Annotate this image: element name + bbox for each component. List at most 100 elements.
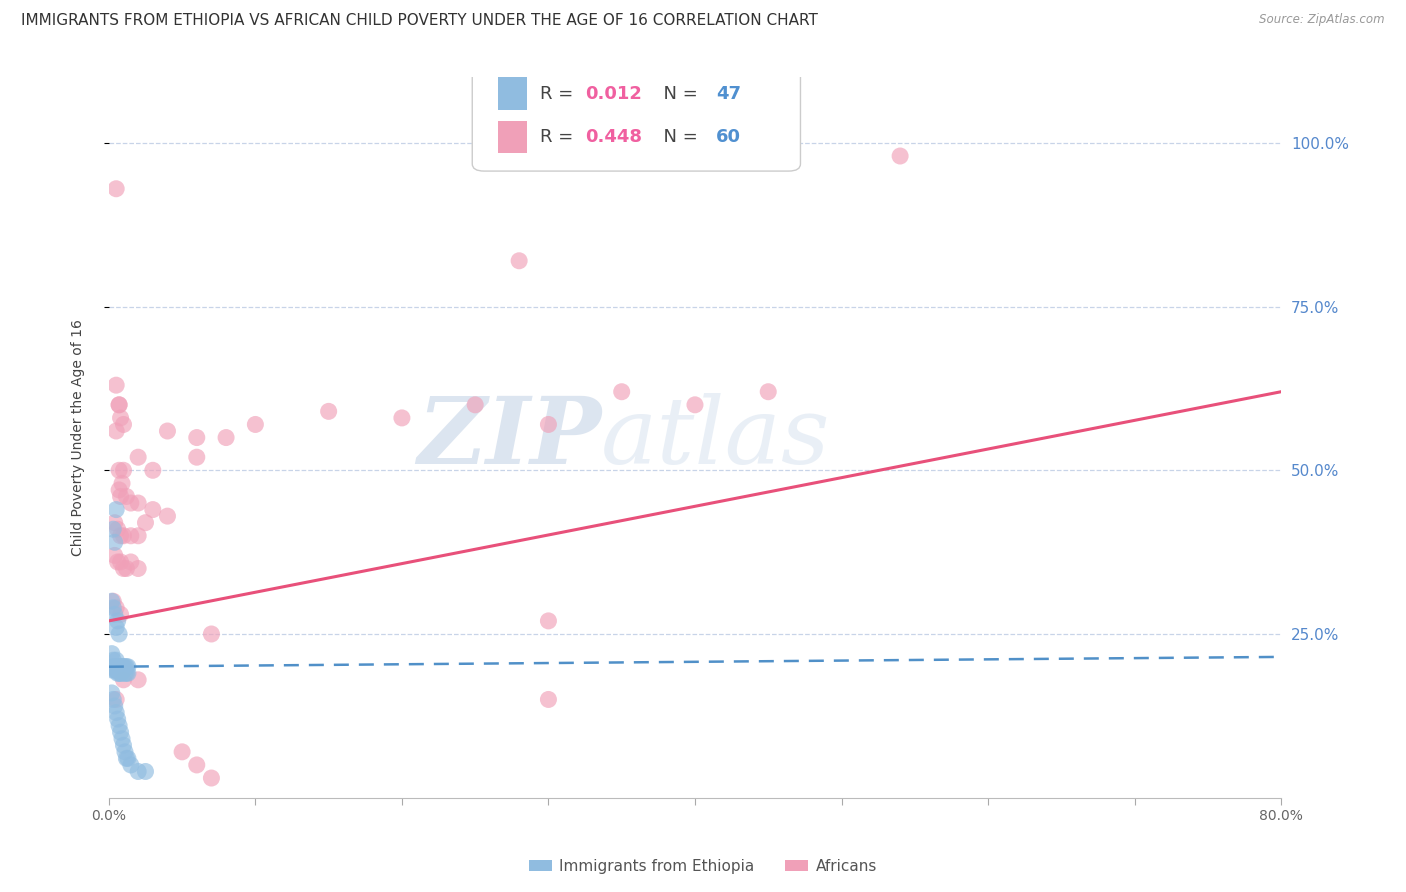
Point: [101, 663, 124, 677]
Point: [101, 686, 124, 700]
Point: [142, 463, 165, 477]
Point: [156, 509, 179, 524]
Point: [103, 522, 125, 536]
Point: [200, 771, 222, 785]
Point: [110, 607, 132, 622]
Point: [756, 384, 779, 399]
Point: [318, 404, 340, 418]
Point: [103, 653, 125, 667]
Point: [889, 149, 911, 163]
Point: [115, 659, 138, 673]
Point: [108, 659, 131, 673]
Point: [215, 431, 238, 445]
Point: [117, 666, 139, 681]
Point: [103, 659, 125, 673]
Point: [127, 450, 149, 465]
Text: 60: 60: [716, 128, 741, 146]
Text: R =: R =: [540, 128, 579, 146]
Point: [537, 614, 560, 628]
Point: [115, 751, 138, 765]
Point: [537, 692, 560, 706]
Point: [107, 614, 129, 628]
Point: [683, 398, 706, 412]
Text: 0.448: 0.448: [585, 128, 641, 146]
Point: [108, 398, 131, 412]
Point: [108, 666, 131, 681]
Text: 0.012: 0.012: [585, 85, 641, 103]
Point: [117, 751, 139, 765]
Point: [110, 666, 132, 681]
Point: [610, 384, 633, 399]
Point: [104, 698, 127, 713]
Point: [104, 659, 127, 673]
Point: [104, 549, 127, 563]
Point: [112, 529, 135, 543]
Legend: Immigrants from Ethiopia, Africans: Immigrants from Ethiopia, Africans: [523, 853, 883, 880]
Point: [111, 731, 134, 746]
Point: [134, 764, 156, 779]
Text: R =: R =: [540, 85, 579, 103]
Point: [117, 659, 139, 673]
Point: [114, 745, 136, 759]
Point: [101, 594, 124, 608]
Point: [105, 600, 128, 615]
Point: [142, 502, 165, 516]
Point: [105, 424, 128, 438]
Point: [115, 666, 138, 681]
Point: [120, 496, 142, 510]
Point: [110, 529, 132, 543]
Point: [537, 417, 560, 432]
Point: [103, 692, 125, 706]
Point: [104, 535, 127, 549]
Point: [111, 666, 134, 681]
Point: [127, 561, 149, 575]
Point: [112, 739, 135, 753]
Point: [112, 673, 135, 687]
FancyBboxPatch shape: [498, 120, 527, 153]
Point: [105, 378, 128, 392]
Point: [115, 490, 138, 504]
Point: [104, 607, 127, 622]
Point: [108, 627, 131, 641]
Point: [108, 398, 131, 412]
Point: [110, 411, 132, 425]
Point: [186, 758, 208, 772]
Point: [110, 555, 132, 569]
FancyBboxPatch shape: [472, 56, 800, 171]
Point: [172, 745, 194, 759]
Point: [127, 673, 149, 687]
Text: N =: N =: [651, 128, 703, 146]
Point: [103, 594, 125, 608]
Point: [107, 666, 129, 681]
Point: [110, 725, 132, 739]
Point: [112, 417, 135, 432]
Point: [200, 627, 222, 641]
Point: [107, 659, 129, 673]
Text: ZIP: ZIP: [418, 392, 602, 483]
Point: [120, 529, 142, 543]
Point: [114, 659, 136, 673]
Point: [108, 719, 131, 733]
Text: 47: 47: [716, 85, 741, 103]
Point: [111, 476, 134, 491]
Point: [112, 663, 135, 677]
Point: [105, 663, 128, 677]
Point: [112, 561, 135, 575]
Point: [110, 490, 132, 504]
Point: [114, 666, 136, 681]
Point: [104, 516, 127, 530]
Point: [127, 764, 149, 779]
Text: Source: ZipAtlas.com: Source: ZipAtlas.com: [1260, 13, 1385, 27]
Point: [103, 600, 125, 615]
Point: [107, 522, 129, 536]
Point: [134, 516, 156, 530]
Text: N =: N =: [651, 85, 703, 103]
Point: [156, 424, 179, 438]
Point: [112, 463, 135, 477]
Point: [105, 706, 128, 720]
Point: [186, 450, 208, 465]
Point: [105, 182, 128, 196]
Point: [115, 561, 138, 575]
Point: [245, 417, 267, 432]
Y-axis label: Child Poverty Under the Age of 16: Child Poverty Under the Age of 16: [72, 319, 86, 556]
